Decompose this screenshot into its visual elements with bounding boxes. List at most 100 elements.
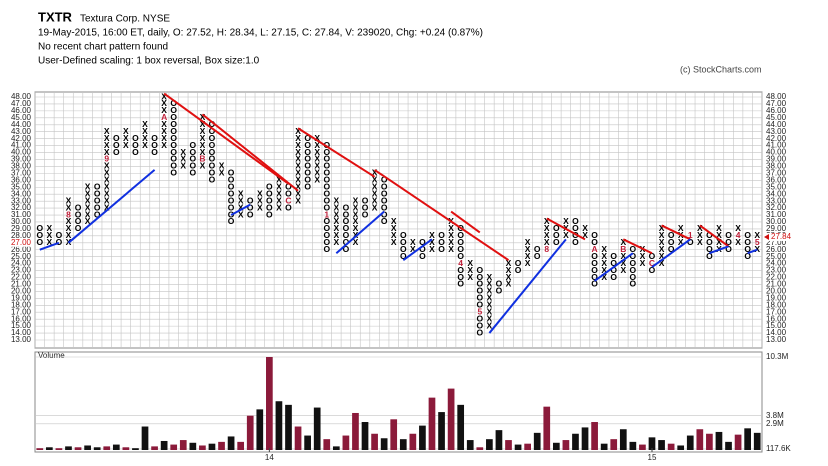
- y-tick-label: 28.00: [11, 231, 32, 240]
- box: X: [200, 133, 206, 143]
- last-price-bg: [764, 232, 794, 241]
- box: O: [381, 175, 388, 185]
- y-tick-label-right: 19.00: [766, 293, 787, 302]
- y-tick-label: 30.00: [11, 217, 32, 226]
- box: X: [754, 244, 760, 254]
- box: X: [333, 230, 339, 240]
- y-tick-label-right: 29.00: [766, 224, 787, 233]
- trendline: [335, 210, 385, 254]
- box: X: [563, 216, 569, 226]
- box: O: [400, 251, 407, 261]
- box: X: [47, 237, 53, 247]
- box: X: [314, 168, 320, 178]
- y-tick-label: 15.00: [11, 321, 32, 330]
- box: X: [219, 161, 225, 171]
- box: O: [591, 272, 598, 282]
- y-tick-label: 38.00: [11, 162, 32, 171]
- box: X: [333, 209, 339, 219]
- box: O: [630, 265, 637, 275]
- box: X: [429, 230, 435, 240]
- y-tick-label-right: 23.00: [766, 266, 787, 275]
- month-marker: 8: [66, 209, 71, 219]
- y-tick-label: 44.00: [11, 120, 32, 129]
- box: X: [697, 237, 703, 247]
- box: O: [209, 126, 216, 136]
- volume-bar: [533, 432, 541, 450]
- box: O: [400, 237, 407, 247]
- box: O: [591, 265, 598, 275]
- box: X: [104, 168, 110, 178]
- y-tick-label-right: 44.00: [766, 120, 787, 129]
- box: O: [113, 140, 120, 150]
- volume-tick-label: 2.9M: [766, 419, 784, 428]
- volume-bar: [380, 438, 388, 450]
- trendline: [546, 217, 586, 241]
- y-tick-label: 18.00: [11, 300, 32, 309]
- box: X: [429, 237, 435, 247]
- box: O: [304, 175, 311, 185]
- box: X: [620, 251, 626, 261]
- box: O: [151, 147, 158, 157]
- box: O: [132, 133, 139, 143]
- box: O: [304, 154, 311, 164]
- x-tick-label: 14: [265, 453, 274, 462]
- box: O: [457, 279, 464, 289]
- y-tick-label-right: 43.00: [766, 127, 787, 136]
- volume-bar: [639, 444, 646, 450]
- x-column: XX: [582, 223, 588, 240]
- volume-bar: [734, 434, 742, 450]
- box: X: [544, 216, 550, 226]
- y-tick-label-right: 17.00: [766, 307, 787, 316]
- box: O: [75, 216, 82, 226]
- box: X: [544, 230, 550, 240]
- left-marker: 27.00: [11, 238, 32, 247]
- box: X: [219, 168, 225, 178]
- volume-bar: [438, 412, 445, 450]
- box: O: [323, 223, 330, 233]
- box: O: [94, 202, 101, 212]
- box: O: [668, 244, 675, 254]
- box: X: [161, 98, 167, 108]
- y-tick-label: 41.00: [11, 141, 32, 150]
- o-column: OOO: [132, 133, 139, 157]
- box: X: [104, 126, 110, 136]
- box: X: [659, 237, 665, 247]
- box: O: [323, 168, 330, 178]
- box: X: [716, 230, 722, 240]
- volume-bar: [390, 419, 398, 450]
- box: X: [620, 237, 626, 247]
- volume-tick-label: 3.8M: [766, 411, 784, 420]
- box: X: [429, 244, 435, 254]
- box: X: [123, 140, 129, 150]
- volume-bar: [562, 440, 570, 450]
- box: X: [697, 230, 703, 240]
- symbol: TXTR: [38, 9, 73, 24]
- box: X: [180, 154, 186, 164]
- box: X: [372, 168, 378, 178]
- box: O: [610, 258, 617, 268]
- box: X: [582, 223, 588, 233]
- box: O: [190, 140, 197, 150]
- volume-bar: [227, 436, 235, 450]
- box: X: [104, 140, 110, 150]
- box: X: [735, 223, 741, 233]
- volume-bar: [132, 448, 139, 450]
- box: X: [180, 147, 186, 157]
- box: X: [142, 126, 148, 136]
- o-column: OOO: [725, 230, 732, 254]
- box: X: [47, 230, 53, 240]
- volume-bar: [543, 406, 551, 450]
- box: O: [476, 279, 483, 289]
- box: X: [448, 230, 454, 240]
